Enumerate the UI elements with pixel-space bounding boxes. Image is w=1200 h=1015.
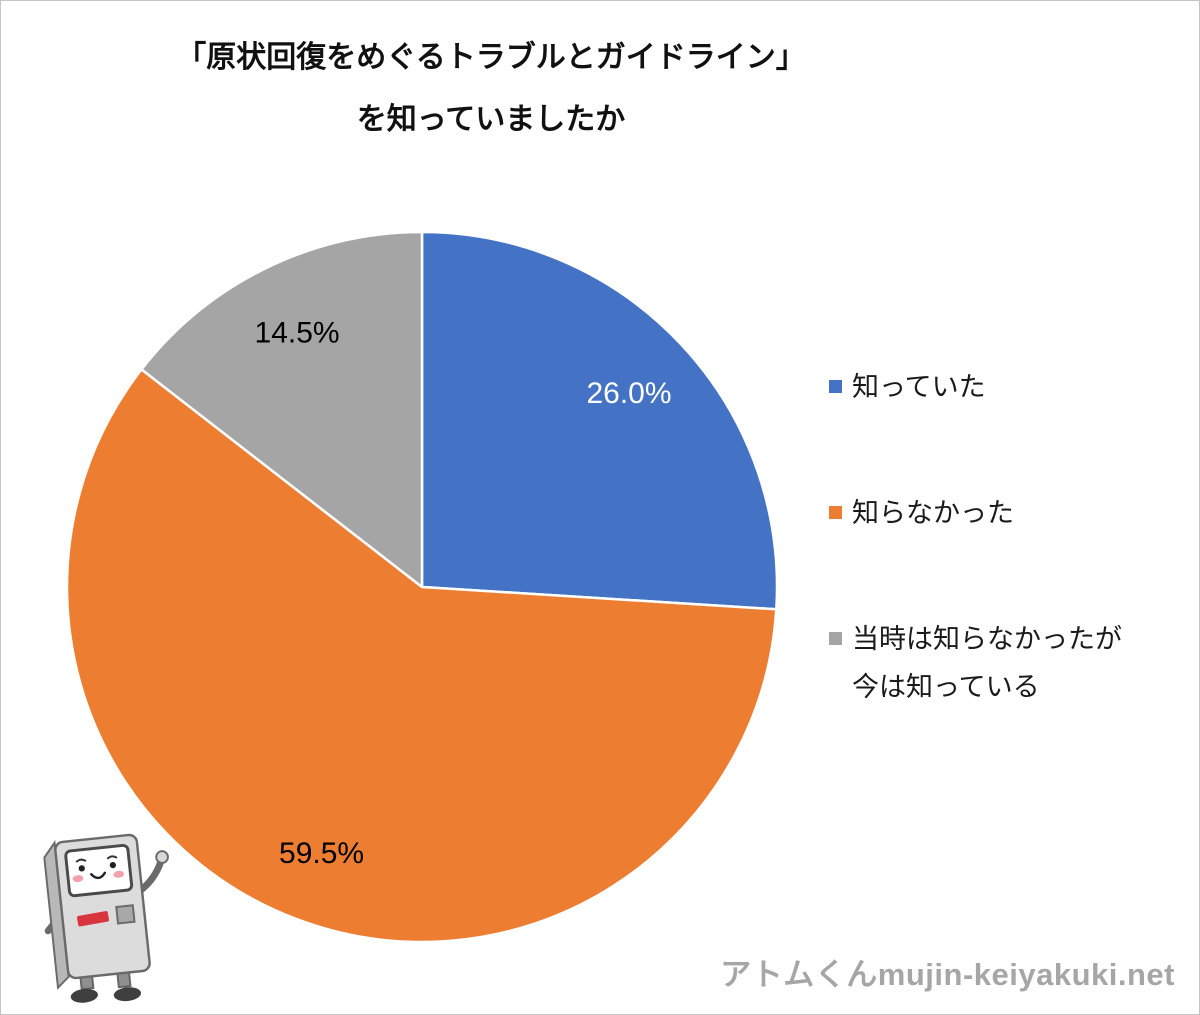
pie-slice-label-2: 14.5% xyxy=(255,317,340,350)
pie-chart-area: 26.0% 59.5% 14.5% xyxy=(61,226,783,948)
mascot-screen xyxy=(64,843,134,898)
legend-label: 当時は知らなかったが 今は知っている xyxy=(852,624,1122,702)
mascot-right-eyebrow xyxy=(106,855,118,860)
pie-slice-1 xyxy=(65,368,778,944)
pie-slice-2 xyxy=(140,230,424,589)
pie-chart: 26.0% 59.5% 14.5% xyxy=(65,230,779,944)
mascot-right-eye xyxy=(109,862,116,869)
chart-title-line2: を知っていましたか xyxy=(356,103,626,136)
mascot-atom-kun xyxy=(43,833,169,1003)
legend-item-knew: 知っていた xyxy=(829,363,1122,411)
chart-title-line1: 「原状回復をめぐるトラブルとガイドライン」 xyxy=(176,41,806,74)
mascot-red-slot xyxy=(76,911,110,927)
mascot-left-cheek xyxy=(72,875,84,883)
legend-label: 知らなかった xyxy=(852,498,1014,528)
legend-swatch-gray-icon xyxy=(829,632,842,645)
legend-label: 知っていた xyxy=(852,372,986,402)
pie-slice-label-0: 26.0% xyxy=(586,377,671,410)
chart-legend: 知っていた 知らなかった 当時は知らなかったが 今は知っている xyxy=(829,363,1122,711)
pie-slice-0 xyxy=(420,230,779,611)
mascot-left-eye xyxy=(78,865,85,872)
mascot-body-side xyxy=(43,840,70,990)
mascot-right-cheek xyxy=(113,870,125,878)
chart-title: 「原状回復をめぐるトラブルとガイドライン」 を知っていましたか xyxy=(1,27,981,151)
mascot-left-foot xyxy=(70,988,98,1003)
legend-swatch-blue-icon xyxy=(829,380,842,393)
mascot-button xyxy=(115,904,136,925)
legend-swatch-orange-icon xyxy=(829,506,842,519)
pie-slice-label-1: 59.5% xyxy=(279,837,364,870)
mascot-right-hand xyxy=(155,850,169,864)
legend-item-know-now: 当時は知らなかったが 今は知っている xyxy=(829,615,1122,711)
watermark-text: アトムくんmujin-keiyakuki.net xyxy=(720,957,1175,992)
mascot-left-eyebrow xyxy=(75,858,87,863)
mascot-right-foot xyxy=(113,987,142,1002)
legend-item-did-not-know: 知らなかった xyxy=(829,489,1122,537)
mascot-mouth xyxy=(90,871,107,880)
